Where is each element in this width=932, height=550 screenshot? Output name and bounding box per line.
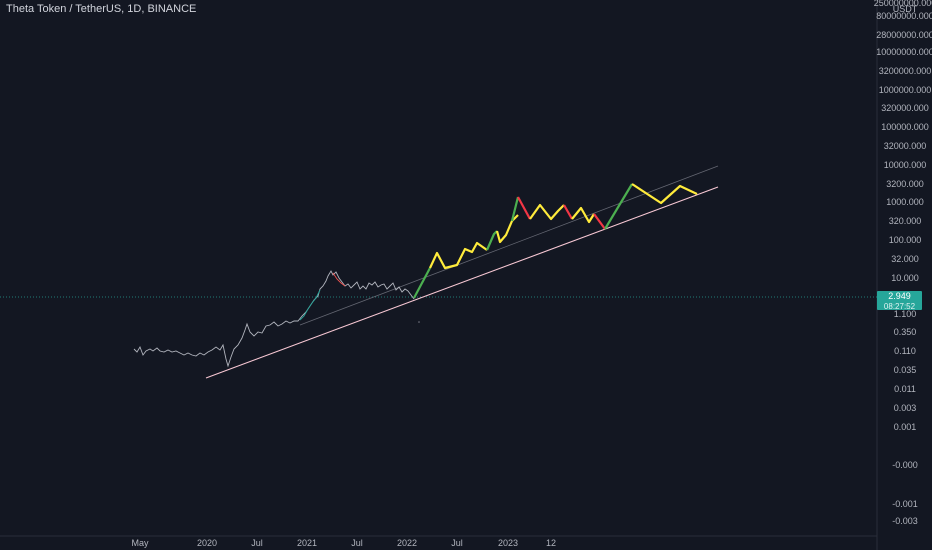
price-tick-label: 1000000.000 xyxy=(879,85,932,95)
price-tick-label: 10000000.000 xyxy=(876,47,932,57)
support-trend-line xyxy=(205,186,719,379)
price-tick-label: 0.003 xyxy=(894,403,917,413)
price-tick-label: 320.000 xyxy=(889,216,922,226)
price-tick-label: 0.350 xyxy=(894,327,917,337)
price-tick-label: -0.000 xyxy=(892,460,918,470)
price-tick-label: 0.110 xyxy=(894,346,916,356)
historical-price-series xyxy=(133,270,415,368)
price-tick-label: 320000.000 xyxy=(881,103,929,113)
projection-up-segment-4 xyxy=(604,183,633,230)
historical-price-selloff-segment xyxy=(332,272,346,287)
time-tick-label: Jul xyxy=(351,538,363,548)
bar-countdown: 08:27:52 xyxy=(883,302,916,311)
time-tick-label: 2020 xyxy=(197,538,217,548)
price-tick-label: 32000.000 xyxy=(884,141,927,151)
current-price-badge: 2.949 08:27:52 xyxy=(877,291,922,311)
projection-neutral-segment-5 xyxy=(631,183,698,205)
marker-dot xyxy=(418,321,420,323)
time-tick-label: 2023 xyxy=(498,538,518,548)
chart-title: Theta Token / TetherUS, 1D, BINANCE xyxy=(6,3,197,15)
historical-price-rally-segment xyxy=(299,289,321,321)
time-tick-label: Jul xyxy=(451,538,463,548)
price-tick-label: 100000.000 xyxy=(881,122,929,132)
projection-up-segment-1 xyxy=(413,267,431,299)
price-tick-label: 0.035 xyxy=(894,365,917,375)
projection-neutral-segment-2 xyxy=(495,214,519,244)
price-tick-label: 0.011 xyxy=(894,384,916,394)
price-tick-label: 100.000 xyxy=(889,235,922,245)
price-axis-currency: USDT xyxy=(893,4,918,14)
price-tick-label: 80000000.000 xyxy=(876,11,932,21)
price-tick-label: 1000.000 xyxy=(886,197,924,207)
projection-path xyxy=(413,183,698,299)
time-tick-label: 2022 xyxy=(397,538,417,548)
time-tick-label: 12 xyxy=(546,538,556,548)
price-axis[interactable]: 250000000.000 80000000.000 28000000.000 100… xyxy=(874,0,932,526)
price-tick-label: 3200.000 xyxy=(886,179,924,189)
price-tick-label: 250000000.000 xyxy=(874,0,932,8)
projection-up-segment-3 xyxy=(510,196,520,222)
price-tick-label: -0.001 xyxy=(892,499,918,509)
price-tick-label: 3200000.000 xyxy=(879,66,932,76)
projection-neutral-segment-4 xyxy=(571,206,595,224)
time-tick-label: May xyxy=(131,538,149,548)
price-tick-label: 10000.000 xyxy=(884,160,927,170)
current-price-value: 2.949 xyxy=(888,291,911,301)
projection-neutral-segment-3 xyxy=(529,203,565,221)
price-tick-label: 1.100 xyxy=(894,309,917,319)
time-tick-label: Jul xyxy=(251,538,263,548)
price-tick-label: 10.000 xyxy=(891,273,919,283)
price-tick-label: 28000000.000 xyxy=(876,30,932,40)
historical-price-segment xyxy=(133,270,415,368)
price-tick-label: 32.000 xyxy=(891,254,919,264)
projection-up-segment-2 xyxy=(485,230,498,251)
price-tick-label: 0.001 xyxy=(894,422,917,432)
price-tick-label: -0.003 xyxy=(892,516,918,526)
projection-down-segment-3 xyxy=(593,213,606,230)
time-axis[interactable]: May 2020 Jul 2021 Jul 2022 Jul 2023 12 xyxy=(131,538,556,548)
time-tick-label: 2021 xyxy=(297,538,317,548)
channel-line xyxy=(299,165,719,326)
projection-down-segment-2 xyxy=(563,204,573,220)
projection-neutral-segment-1 xyxy=(429,241,488,270)
projection-down-segment-1 xyxy=(517,196,531,220)
